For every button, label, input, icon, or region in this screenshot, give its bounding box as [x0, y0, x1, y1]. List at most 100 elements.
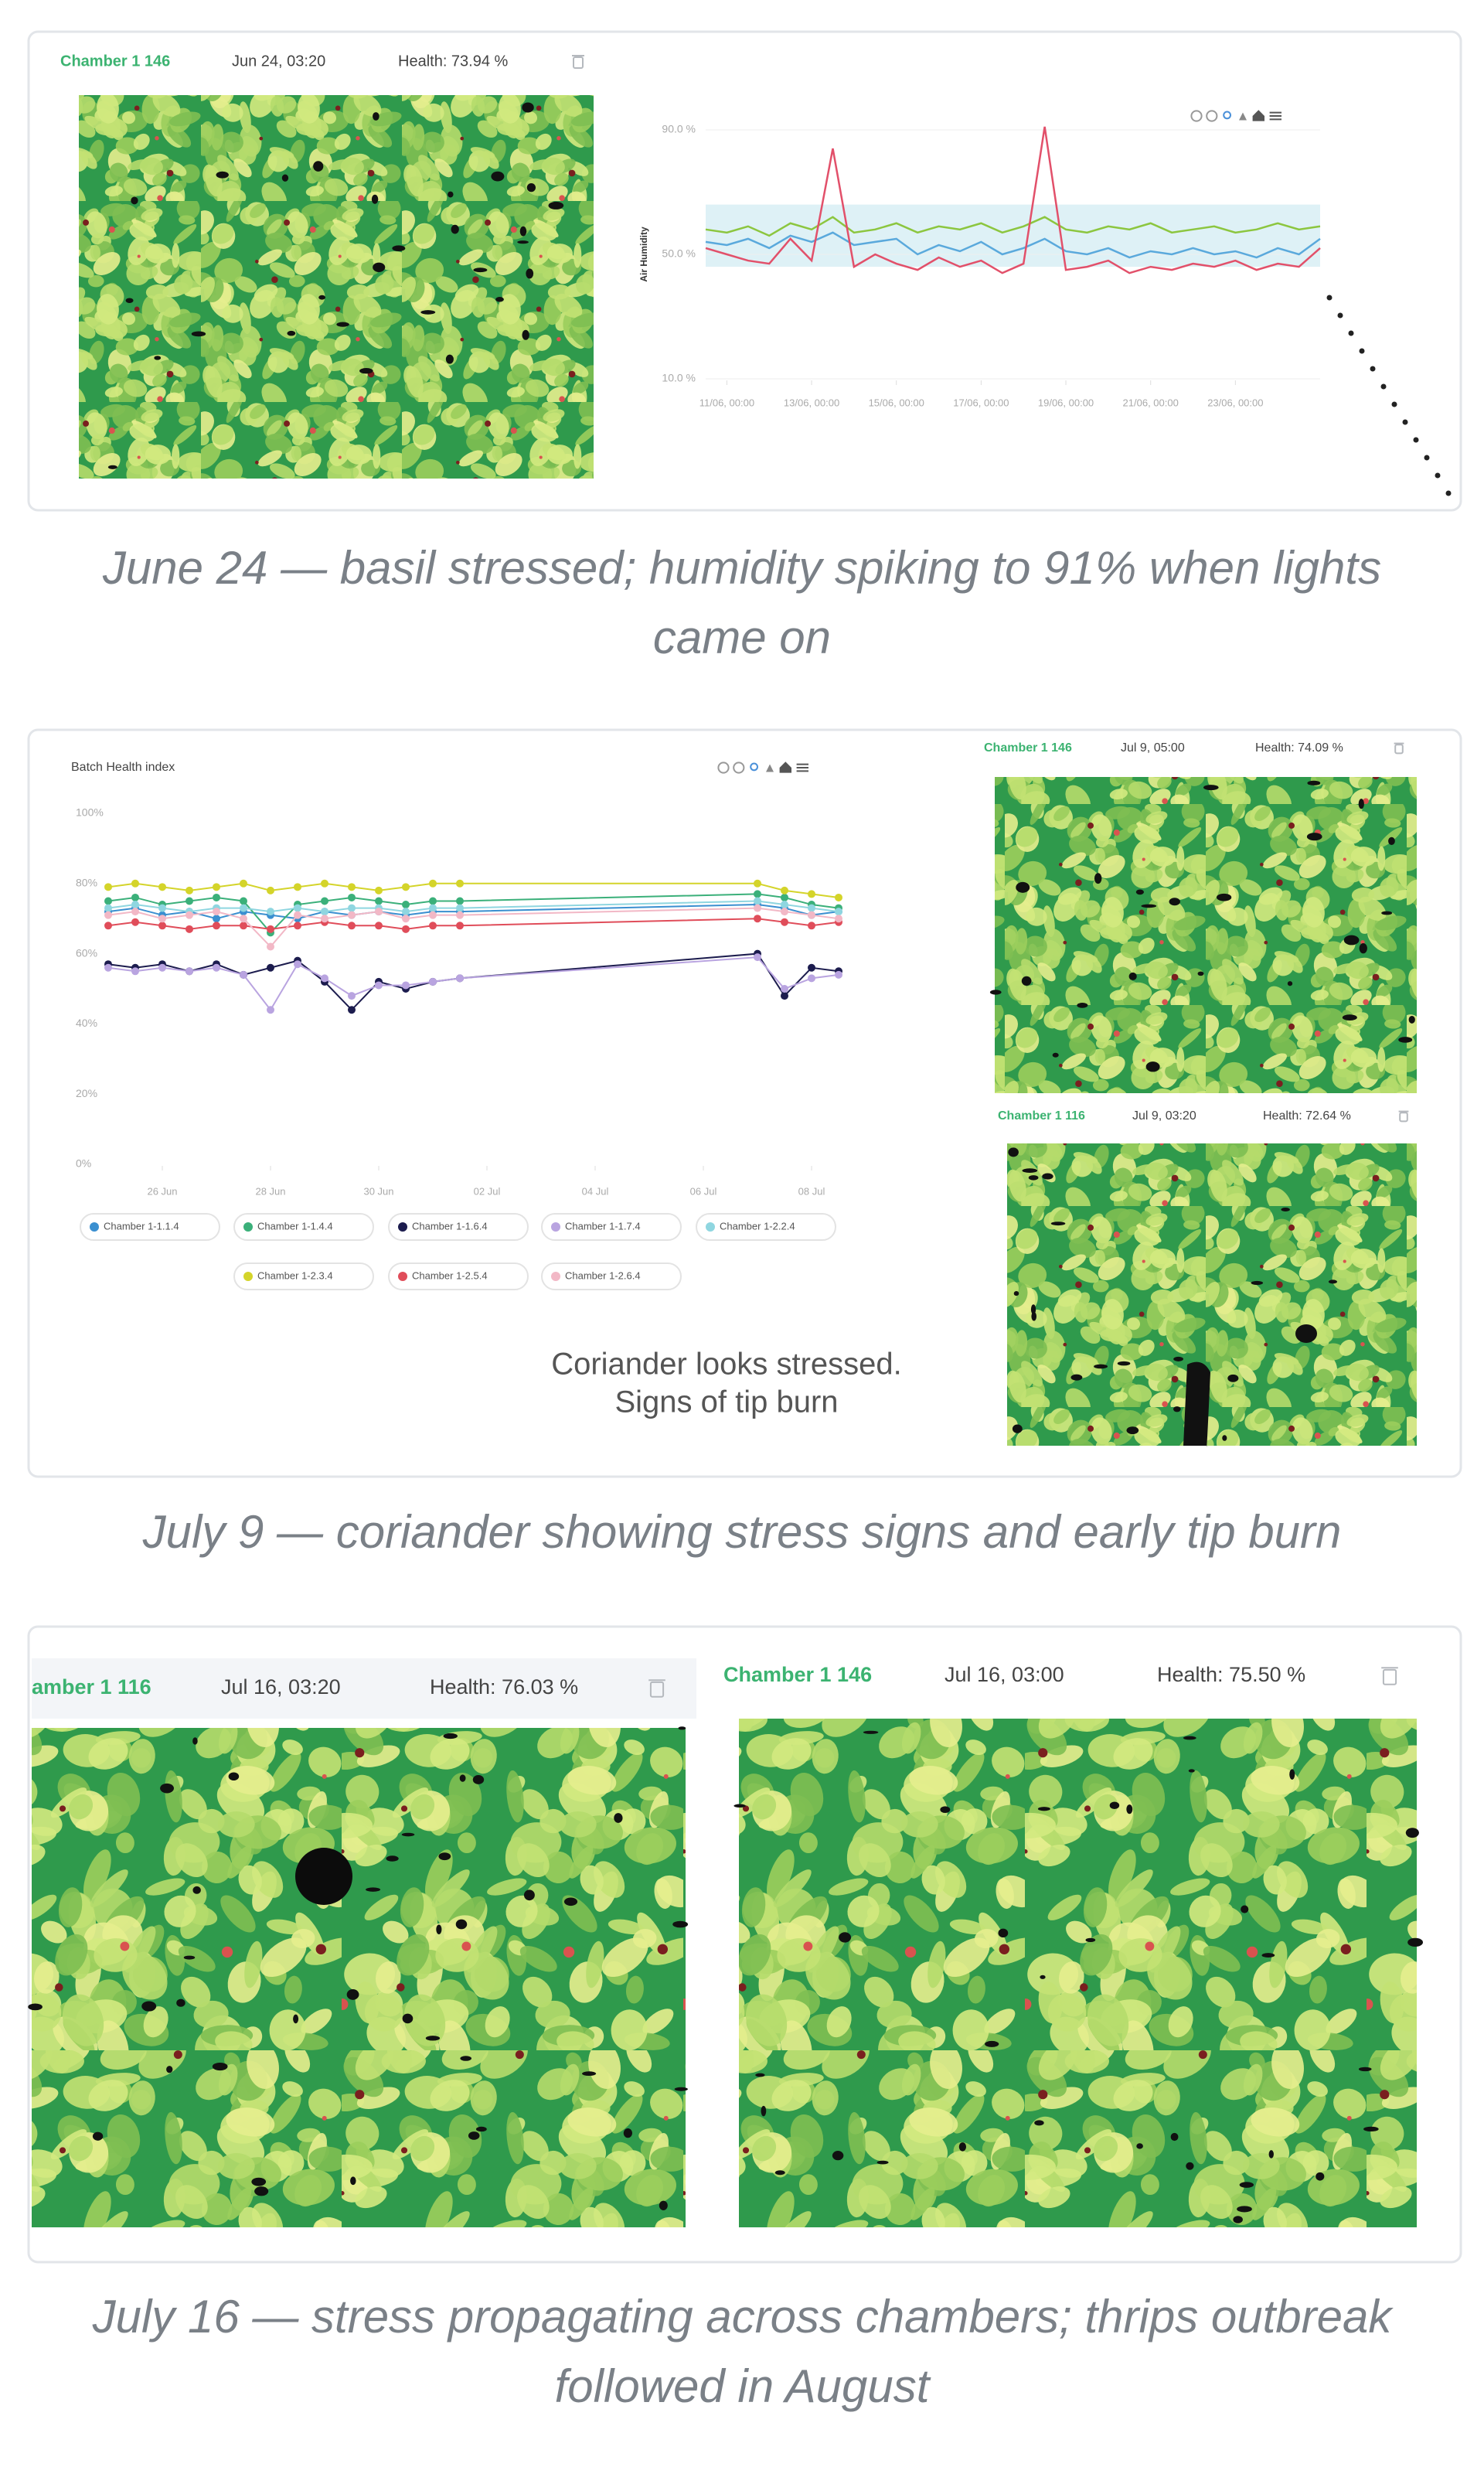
dead-spot — [1126, 1804, 1133, 1814]
legend-item[interactable]: Chamber 1-1.6.4 — [388, 1213, 529, 1241]
zoom-out-icon[interactable] — [733, 762, 745, 774]
legend-label[interactable]: Chamber 1-1.1.4 — [104, 1220, 179, 1232]
legend-pill[interactable] — [388, 1262, 529, 1290]
legend-item[interactable]: Chamber 1-2.3.4 — [233, 1262, 374, 1290]
legend-label[interactable]: Chamber 1-1.4.4 — [257, 1220, 333, 1232]
legend-pill[interactable] — [541, 1213, 682, 1241]
health-value: Health: 72.64 % — [1263, 1109, 1351, 1123]
dead-spot — [563, 1897, 578, 1906]
legend-item[interactable]: Chamber 1-2.2.4 — [696, 1213, 836, 1241]
dead-spot — [445, 354, 454, 364]
legend-swatch[interactable] — [243, 1222, 253, 1232]
data-point — [456, 879, 464, 888]
data-point — [375, 897, 383, 905]
dead-spot — [1094, 873, 1102, 884]
y-tick-label: 40% — [76, 1017, 97, 1029]
dead-spot — [386, 1855, 399, 1862]
data-point — [429, 897, 437, 905]
delete-button[interactable] — [1394, 742, 1404, 755]
dead-spot — [1237, 2206, 1252, 2213]
dead-spot — [1186, 2162, 1194, 2170]
dead-spot — [1050, 1222, 1066, 1226]
dead-spot — [436, 1924, 442, 1935]
home-icon[interactable] — [779, 762, 791, 773]
legend-swatch[interactable] — [243, 1272, 253, 1281]
chart-toolbar[interactable] — [1190, 110, 1281, 122]
legend-pill[interactable] — [696, 1213, 836, 1241]
dead-spot — [212, 2062, 228, 2071]
annotation: Signs of tip burn — [614, 1385, 838, 1419]
dead-spot — [359, 368, 373, 374]
dead-spot — [1408, 1015, 1415, 1024]
legend-pill[interactable] — [80, 1213, 220, 1241]
legend-label[interactable]: Chamber 1-2.6.4 — [565, 1269, 641, 1281]
search-icon[interactable] — [1223, 111, 1231, 120]
legend-swatch[interactable] — [398, 1222, 407, 1232]
timestamp: Jul 16, 03:00 — [945, 1663, 1064, 1686]
data-point — [186, 886, 193, 894]
x-tick-label: 04 Jul — [582, 1185, 609, 1197]
legend-swatch[interactable] — [551, 1272, 560, 1281]
home-icon[interactable] — [1252, 110, 1264, 121]
search-icon[interactable] — [750, 762, 758, 772]
legend-label[interactable]: Chamber 1-2.3.4 — [257, 1269, 333, 1281]
y-tick-label: 80% — [76, 877, 97, 889]
y-tick-label: 50.0 % — [662, 247, 696, 260]
delete-button[interactable] — [1381, 1667, 1398, 1685]
zoom-out-icon[interactable] — [1206, 110, 1218, 122]
legend-item[interactable]: Chamber 1-1.1.4 — [80, 1213, 220, 1241]
legend-label[interactable]: Chamber 1-1.7.4 — [565, 1220, 641, 1232]
data-point — [213, 883, 220, 891]
data-point — [321, 897, 328, 905]
legend-swatch[interactable] — [551, 1222, 560, 1232]
zoom-in-icon[interactable] — [717, 762, 730, 774]
legend-label[interactable]: Chamber 1-2.5.4 — [412, 1269, 488, 1281]
legend-pill[interactable] — [388, 1213, 529, 1241]
menu-icon[interactable] — [796, 763, 808, 772]
dead-spot — [1381, 911, 1393, 915]
legend-pill[interactable] — [233, 1213, 374, 1241]
dead-spot — [526, 268, 534, 279]
x-tick-label: 30 Jun — [363, 1185, 393, 1197]
menu-icon[interactable] — [1269, 111, 1281, 121]
legend-label[interactable]: Chamber 1-2.2.4 — [720, 1220, 795, 1232]
dead-spot — [28, 2003, 43, 2011]
dead-spot — [459, 1774, 466, 1782]
legend-item[interactable]: Chamber 1-1.7.4 — [541, 1213, 682, 1241]
dead-spot — [468, 2131, 480, 2140]
legend-swatch[interactable] — [398, 1272, 407, 1281]
legend-item[interactable]: Chamber 1-2.5.4 — [388, 1262, 529, 1290]
pan-icon[interactable] — [766, 764, 774, 772]
connector-dot — [1370, 366, 1376, 372]
chart-toolbar[interactable] — [717, 762, 808, 774]
data-point — [375, 908, 383, 916]
delete-button[interactable] — [648, 1679, 665, 1698]
legend-swatch[interactable] — [706, 1222, 715, 1232]
trash-icon[interactable] — [1382, 1668, 1397, 1685]
legend-item[interactable]: Chamber 1-2.6.4 — [541, 1262, 682, 1290]
pan-icon[interactable] — [1239, 112, 1247, 121]
zoom-in-icon[interactable] — [1190, 110, 1203, 122]
trash-icon[interactable] — [1399, 1112, 1408, 1123]
health-value: Health: 75.50 % — [1157, 1663, 1305, 1686]
dead-spot — [1169, 898, 1180, 906]
legend-label[interactable]: Chamber 1-1.6.4 — [412, 1220, 488, 1232]
x-tick-label: 23/06, 00:00 — [1207, 397, 1263, 408]
trash-icon[interactable] — [1394, 744, 1404, 755]
legend-swatch[interactable] — [90, 1222, 99, 1232]
dead-spot — [733, 1804, 746, 1808]
trash-icon[interactable] — [649, 1681, 665, 1698]
legend-pill[interactable] — [541, 1262, 682, 1290]
timestamp: Jul 9, 03:20 — [1132, 1109, 1196, 1123]
trash-icon[interactable] — [573, 56, 584, 69]
data-point — [267, 908, 274, 916]
delete-button[interactable] — [572, 55, 584, 69]
data-point — [158, 915, 166, 923]
data-point — [213, 915, 220, 923]
legend-pill[interactable] — [233, 1262, 374, 1290]
dead-spot — [1203, 785, 1219, 791]
legend-item[interactable]: Chamber 1-1.4.4 — [233, 1213, 374, 1241]
data-point — [240, 922, 247, 930]
delete-button[interactable] — [1398, 1110, 1409, 1123]
dead-spot — [1307, 780, 1321, 785]
